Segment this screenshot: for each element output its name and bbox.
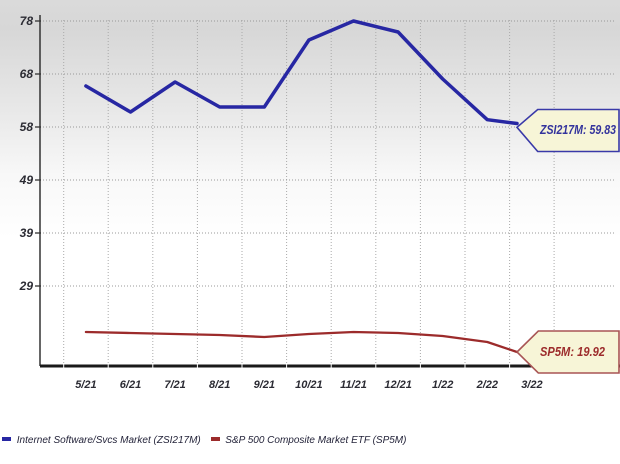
svg-text:7/21: 7/21: [164, 379, 185, 391]
svg-text:8/21: 8/21: [209, 379, 230, 391]
svg-text:68: 68: [20, 67, 34, 81]
svg-text:29: 29: [19, 279, 34, 293]
svg-text:3/22: 3/22: [521, 379, 542, 391]
svg-text:78: 78: [20, 14, 34, 28]
svg-text:39: 39: [20, 226, 34, 240]
svg-text:11/21: 11/21: [340, 379, 367, 391]
svg-text:1/22: 1/22: [432, 379, 453, 391]
svg-text:10/21: 10/21: [295, 379, 323, 391]
svg-text:2/22: 2/22: [476, 379, 498, 391]
svg-text:9/21: 9/21: [254, 379, 275, 391]
svg-text:SP5M: 19.92: SP5M: 19.92: [540, 345, 605, 359]
svg-text:58: 58: [20, 120, 34, 134]
svg-text:12/21: 12/21: [384, 379, 412, 391]
svg-text:5/21: 5/21: [75, 379, 96, 391]
svg-text:6/21: 6/21: [120, 379, 141, 391]
svg-text:49: 49: [19, 173, 34, 187]
svg-text:ZSI217M: 59.83: ZSI217M: 59.83: [539, 123, 616, 137]
